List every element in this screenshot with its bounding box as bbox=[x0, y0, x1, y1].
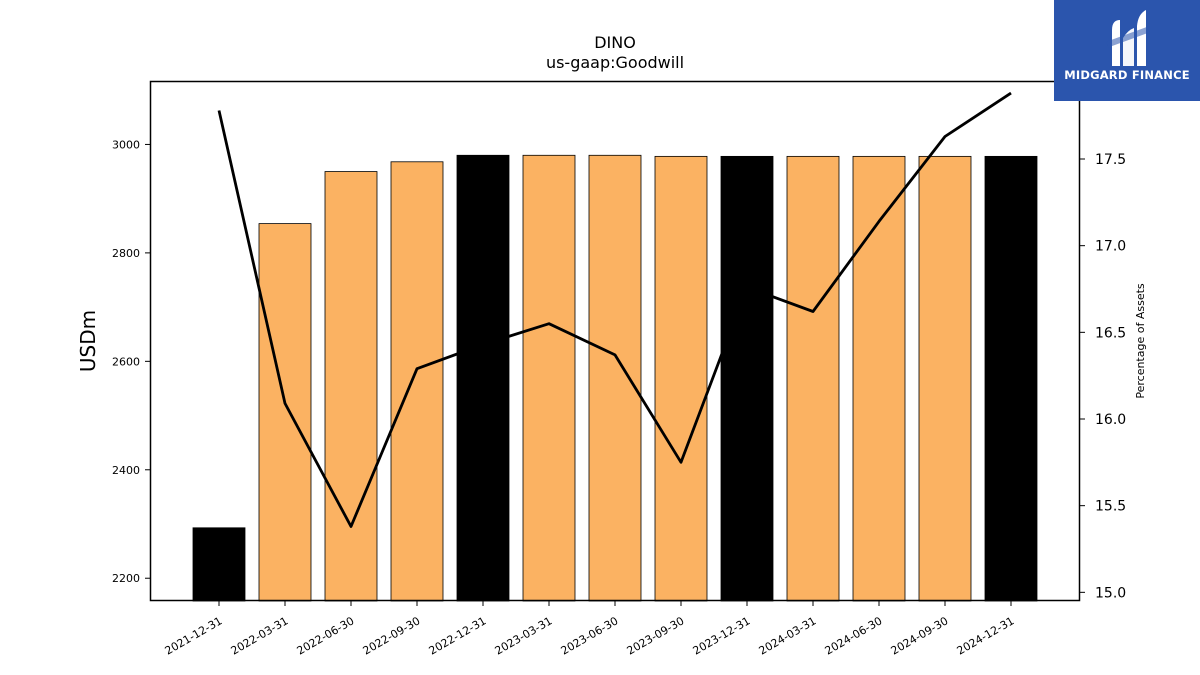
bar-2024-06-30 bbox=[852, 155, 906, 602]
x-tick-label: 2022-09-30 bbox=[361, 614, 423, 657]
y2-tick-label: 17.5 bbox=[1095, 152, 1126, 168]
x-tick-label: 2022-12-31 bbox=[427, 614, 489, 657]
x-tick-label: 2024-12-31 bbox=[955, 614, 1017, 657]
y-tick-label: 2400 bbox=[112, 464, 140, 477]
x-tick-label: 2022-03-31 bbox=[229, 614, 291, 657]
y2-tick-label: 16.0 bbox=[1095, 412, 1126, 428]
x-tick-label: 2024-03-31 bbox=[757, 614, 819, 657]
bar-2023-03-31 bbox=[522, 154, 576, 602]
x-tick-label: 2024-09-30 bbox=[889, 614, 951, 657]
chart-subtitle: us-gaap:Goodwill bbox=[545, 53, 685, 72]
bar-2022-09-30 bbox=[390, 161, 444, 602]
y-tick-label: 2200 bbox=[112, 572, 140, 585]
midgard-finance-logo: MIDGARD FINANCE bbox=[1054, 0, 1200, 101]
bar-2023-12-31 bbox=[720, 155, 774, 602]
logo-brand-text: MIDGARD FINANCE bbox=[1064, 68, 1190, 82]
x-tick-label: 2024-06-30 bbox=[823, 614, 885, 657]
y2-axis-label: Percentage of Assets bbox=[1134, 283, 1147, 399]
bar-2022-12-31 bbox=[456, 154, 510, 602]
x-tick-label: 2023-03-31 bbox=[493, 614, 555, 657]
y2-tick-label: 17.0 bbox=[1095, 239, 1126, 255]
plot-frame bbox=[149, 80, 1081, 602]
y2-tick-label: 16.5 bbox=[1095, 325, 1126, 341]
percentage-line-series bbox=[217, 91, 1012, 528]
y2-tick-label: 15.0 bbox=[1095, 585, 1126, 601]
right-axis-ticks: 15.0 15.5 16.0 16.5 17.0 17.5 bbox=[1080, 152, 1126, 601]
bar-series bbox=[192, 154, 1038, 602]
bar-2021-12-31 bbox=[192, 527, 246, 602]
x-tick-label: 2022-06-30 bbox=[295, 614, 357, 657]
midgard-m-logo-icon bbox=[1106, 10, 1150, 66]
y-tick-label: 2800 bbox=[112, 247, 140, 260]
bar-2022-03-31 bbox=[258, 223, 312, 602]
bar-2024-03-31 bbox=[786, 155, 840, 602]
bar-2022-06-30 bbox=[324, 171, 378, 602]
bar-2024-09-30 bbox=[918, 155, 972, 602]
y-tick-label: 2600 bbox=[112, 355, 140, 368]
chart-title: DINO bbox=[594, 33, 636, 52]
y-axis-label: USDm bbox=[76, 310, 100, 372]
x-tick-label: 2023-12-31 bbox=[691, 614, 753, 657]
bar-2023-06-30 bbox=[588, 154, 642, 602]
x-tick-label: 2023-09-30 bbox=[625, 614, 687, 657]
bar-2024-12-31 bbox=[984, 155, 1038, 602]
x-tick-label: 2021-12-31 bbox=[163, 614, 225, 657]
left-axis-ticks: 2200 2400 2600 2800 3000 bbox=[112, 138, 150, 585]
x-axis-ticks: 2021-12-31 2022-03-31 2022-06-30 2022-09-30… bbox=[163, 601, 1017, 658]
x-tick-label: 2023-06-30 bbox=[559, 614, 621, 657]
bar-2023-09-30 bbox=[654, 155, 708, 602]
y2-tick-label: 15.5 bbox=[1095, 499, 1126, 515]
y-tick-label: 3000 bbox=[112, 138, 140, 151]
